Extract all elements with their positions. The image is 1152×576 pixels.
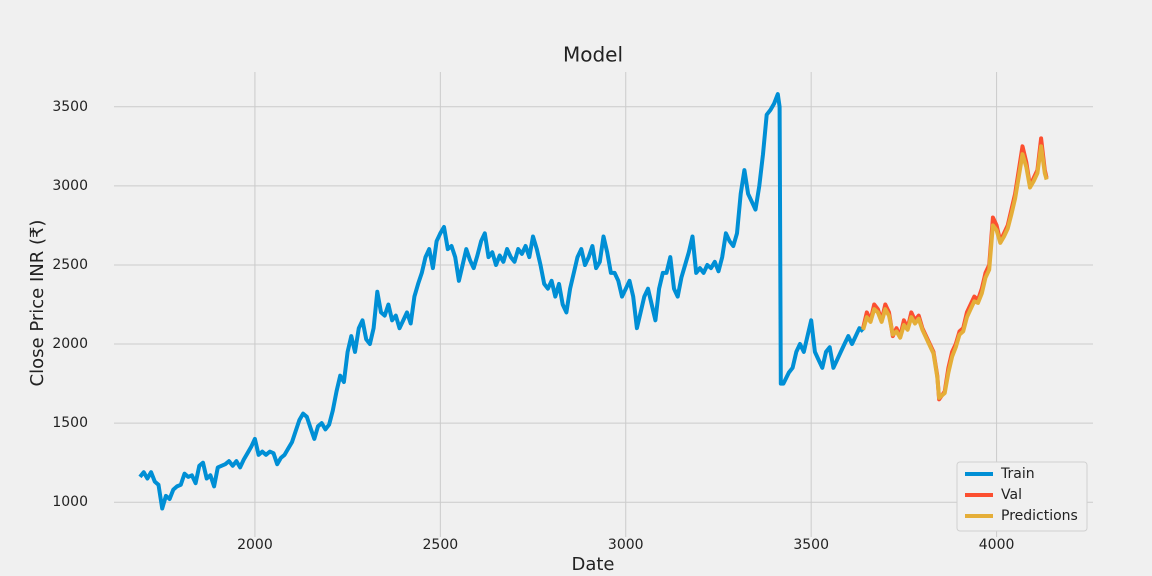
y-tick-label: 2000 xyxy=(52,336,88,352)
y-tick-label: 1000 xyxy=(52,494,88,510)
legend-box xyxy=(956,461,1088,532)
y-axis-label: Close Price INR (₹) xyxy=(27,220,48,387)
x-tick-label: 3000 xyxy=(608,537,644,553)
legend-label: Predictions xyxy=(1001,508,1078,524)
y-tick-label: 3000 xyxy=(52,178,88,194)
chart-title: Model xyxy=(563,43,623,67)
legend-label: Val xyxy=(1001,487,1022,503)
x-tick-label: 3500 xyxy=(793,537,829,553)
y-tick-label: 3500 xyxy=(52,99,88,115)
series-line xyxy=(861,144,1049,400)
y-tick-label: 1500 xyxy=(52,415,88,431)
x-axis-label: Date xyxy=(571,554,614,575)
x-tick-label: 4000 xyxy=(979,537,1015,553)
legend-label: Train xyxy=(1000,466,1035,482)
legend: Train Val Predictions xyxy=(956,461,1088,532)
y-tick-label: 2500 xyxy=(52,257,88,273)
series-line xyxy=(138,92,865,511)
x-tick-label: 2500 xyxy=(423,537,459,553)
x-tick-label: 2000 xyxy=(237,537,273,553)
